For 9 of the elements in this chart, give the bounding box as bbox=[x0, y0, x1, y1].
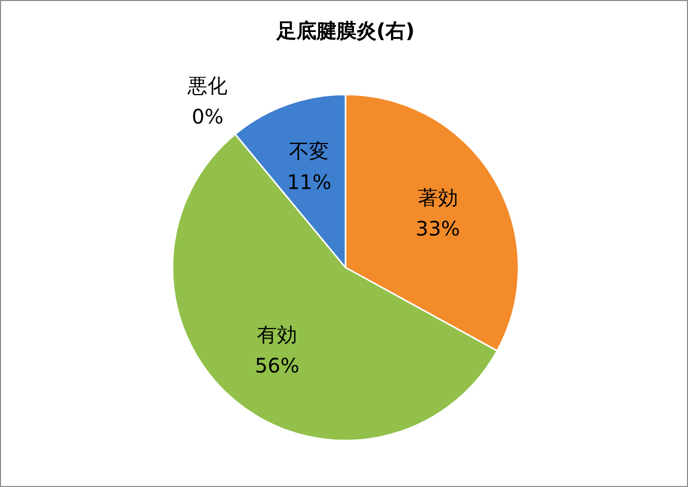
data-label: 33% bbox=[416, 216, 460, 240]
slice-label: 不変 bbox=[289, 138, 330, 163]
text: 0% bbox=[192, 104, 224, 128]
slice-label: 有効 bbox=[257, 322, 298, 347]
data-label: 56% bbox=[254, 354, 300, 378]
slice-label: 著効 bbox=[418, 185, 458, 210]
data-label: 11% bbox=[286, 170, 332, 194]
category-label: 悪化 bbox=[188, 73, 228, 98]
chart-title: 足底腱膜炎(右) bbox=[275, 18, 415, 42]
